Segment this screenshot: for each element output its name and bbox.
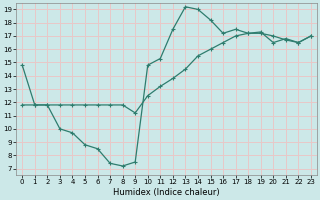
- X-axis label: Humidex (Indice chaleur): Humidex (Indice chaleur): [113, 188, 220, 197]
